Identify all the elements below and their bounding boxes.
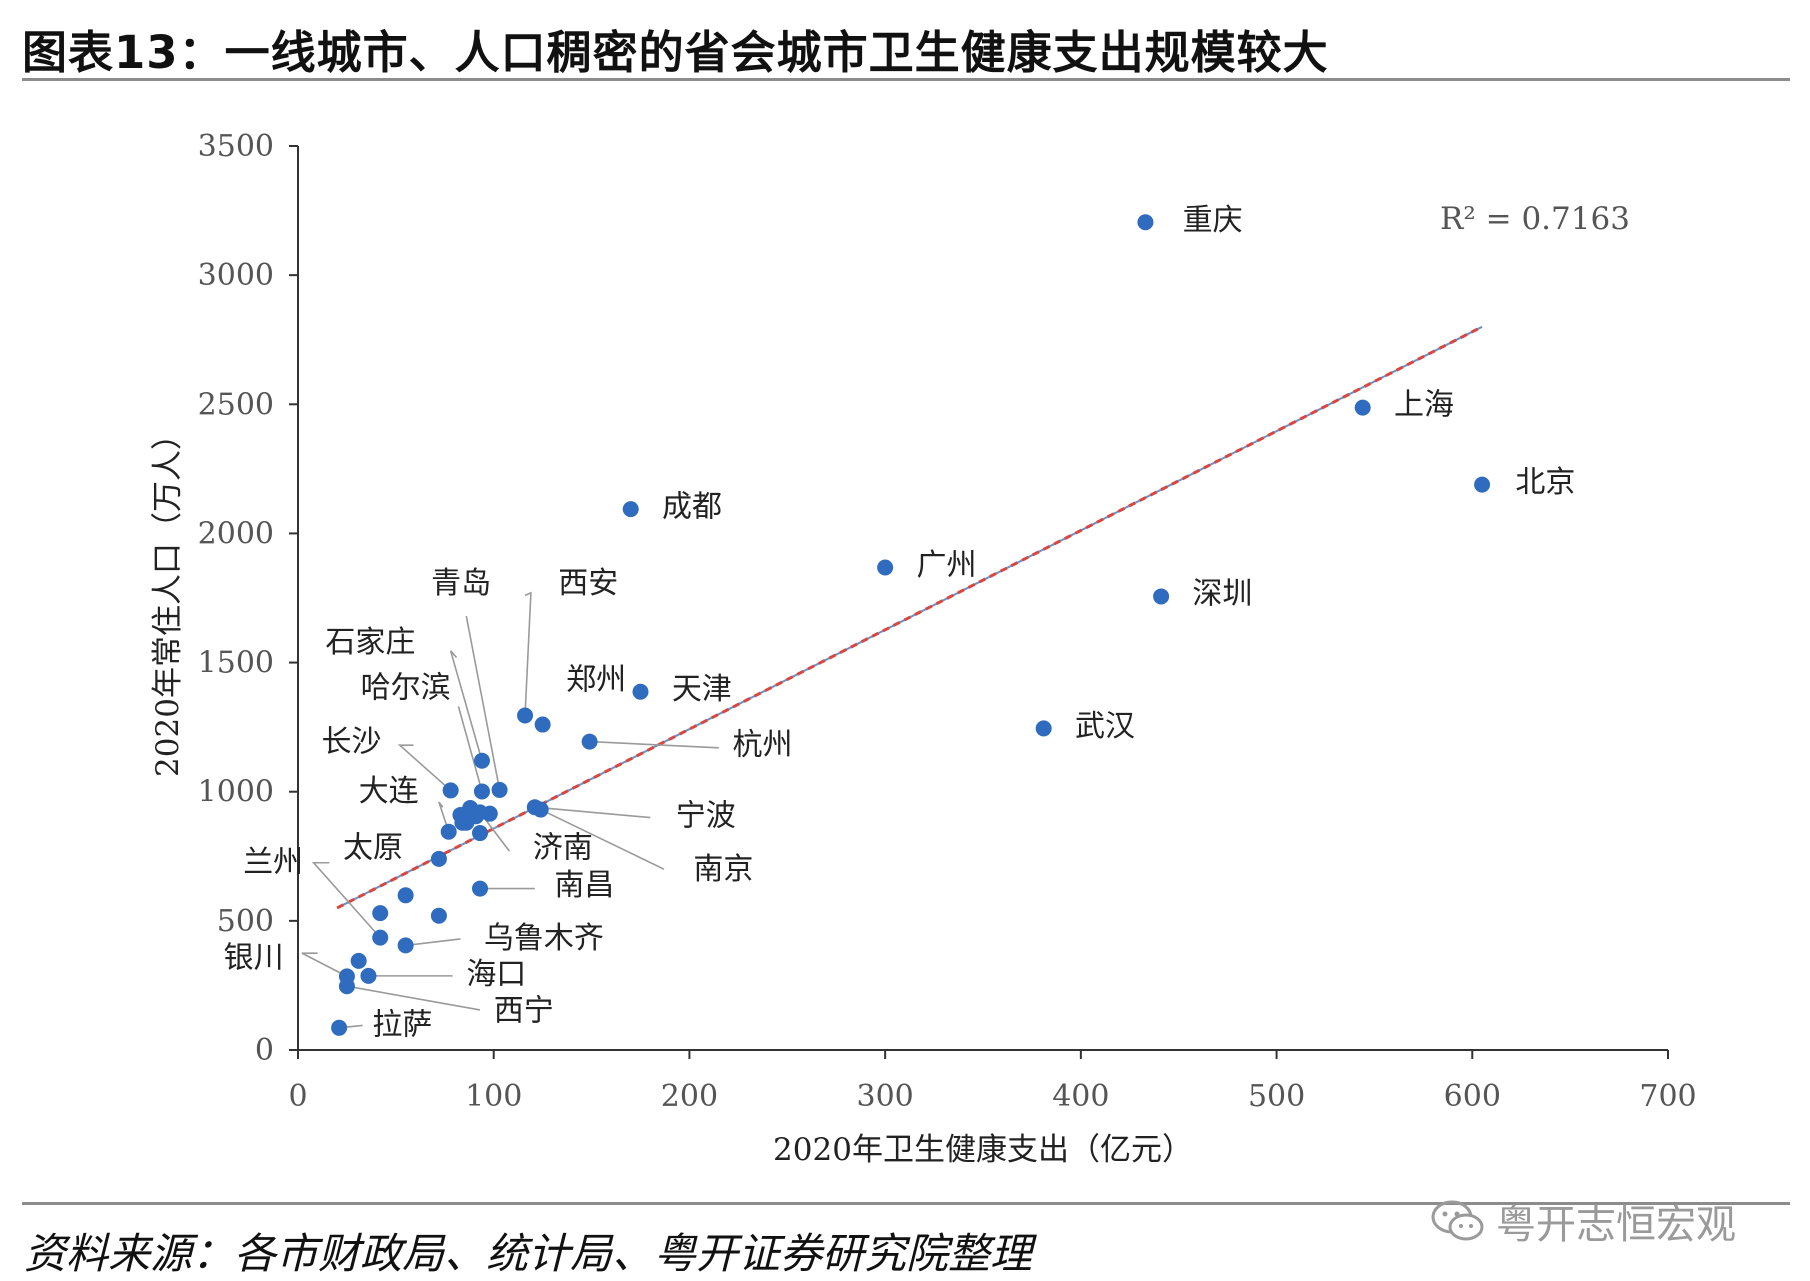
data-point xyxy=(532,801,549,818)
leader-line xyxy=(301,952,348,978)
data-point xyxy=(517,707,534,724)
data-point xyxy=(1137,214,1154,231)
data-point xyxy=(372,905,389,922)
data-point xyxy=(581,733,598,750)
watermark: 粤开志恒宏观 xyxy=(1430,1192,1736,1250)
y-tick-label: 2000 xyxy=(198,516,274,551)
leader-line xyxy=(465,615,501,791)
point-label: 哈尔滨 xyxy=(361,670,451,705)
point-label: 青岛 xyxy=(431,566,491,601)
x-tick-label: 0 xyxy=(288,1079,307,1114)
x-tick-label: 700 xyxy=(1639,1079,1696,1114)
scatter-chart: 0 500 1000 1500 2000 2500 3000 3500 0 100 200 300 40… xyxy=(150,129,1697,1168)
point-label: 南昌 xyxy=(554,868,614,903)
data-point xyxy=(622,501,639,518)
data-point xyxy=(877,559,894,576)
data-point xyxy=(1474,476,1491,493)
x-tick-label: 500 xyxy=(1248,1079,1305,1114)
point-label: 济南 xyxy=(533,831,593,866)
point-label: 广州 xyxy=(916,548,976,583)
point-label: 深圳 xyxy=(1192,577,1252,612)
leader-line xyxy=(311,861,381,939)
y-tick-label: 1000 xyxy=(198,775,274,810)
data-point xyxy=(360,967,377,984)
leader-line xyxy=(438,801,450,832)
data-point xyxy=(491,781,508,798)
x-axis-title: 2020年卫生健康支出（亿元） xyxy=(773,1132,1193,1168)
data-point xyxy=(372,929,389,946)
data-point xyxy=(534,716,551,733)
x-tick-label: 400 xyxy=(1052,1079,1109,1114)
point-label: 重庆 xyxy=(1183,203,1243,238)
point-label: 上海 xyxy=(1394,388,1454,423)
data-point xyxy=(440,823,457,840)
trendline xyxy=(336,325,1483,910)
leader-line xyxy=(449,650,483,761)
source-note: 资料来源：各市财政局、统计局、粤开证券研究院整理 xyxy=(24,1229,1033,1278)
source-divider xyxy=(22,1202,1790,1205)
data-point xyxy=(331,1019,348,1036)
y-tick-label: 3000 xyxy=(198,258,274,293)
data-point xyxy=(468,808,485,825)
point-label: 长沙 xyxy=(321,725,381,760)
data-point xyxy=(338,968,355,985)
x-tick-label: 600 xyxy=(1444,1079,1501,1114)
leader-line xyxy=(524,591,532,716)
point-label: 杭州 xyxy=(732,727,792,762)
point-label: 天津 xyxy=(672,672,732,707)
data-point xyxy=(632,683,649,700)
y-tick-label: 1500 xyxy=(198,646,274,681)
point-label: 海口 xyxy=(466,957,526,992)
y-tick-label: 2500 xyxy=(198,387,274,422)
watermark-text: 粤开志恒宏观 xyxy=(1496,1202,1736,1248)
point-label: 石家庄 xyxy=(325,625,415,660)
data-point xyxy=(397,937,414,954)
data-point xyxy=(473,752,490,769)
data-point xyxy=(397,887,414,904)
data-point xyxy=(472,825,489,842)
leader-line xyxy=(405,938,461,947)
data-point xyxy=(1153,588,1170,605)
data-point xyxy=(1354,399,1371,416)
leader-line xyxy=(346,985,481,1011)
data-point xyxy=(481,805,498,822)
data-point xyxy=(1035,720,1052,737)
data-point xyxy=(430,907,447,924)
y-axis-title: 2020年常住人口（万人） xyxy=(150,419,186,777)
point-label: 武汉 xyxy=(1075,709,1135,744)
point-label: 兰州 xyxy=(243,845,303,880)
point-label: 银川 xyxy=(224,940,284,975)
data-point xyxy=(472,880,489,897)
leader-line xyxy=(540,808,665,870)
point-label: 北京 xyxy=(1515,465,1575,500)
point-label: 大连 xyxy=(359,774,419,809)
point-label: 太原 xyxy=(343,831,403,866)
wechat-icon xyxy=(1431,1200,1484,1241)
data-point xyxy=(442,782,459,799)
x-tick-label: 100 xyxy=(465,1079,522,1114)
leader-line xyxy=(457,706,483,792)
y-tick-label: 3500 xyxy=(198,129,274,164)
point-label: 南京 xyxy=(693,852,753,887)
point-label: 郑州 xyxy=(566,663,626,698)
point-label: 宁波 xyxy=(676,798,736,833)
page-title: 图表13：一线城市、人口稠密的省会城市卫生健康支出规模较大 xyxy=(22,26,1329,79)
x-tick-label: 200 xyxy=(661,1079,718,1114)
data-point xyxy=(473,783,490,800)
data-point xyxy=(350,952,367,969)
leader-line xyxy=(397,744,452,792)
y-tick-label: 0 xyxy=(255,1033,274,1068)
point-label: 成都 xyxy=(662,490,722,525)
point-label: 西宁 xyxy=(494,993,554,1028)
point-label: 西安 xyxy=(558,566,618,601)
x-tick-label: 300 xyxy=(857,1079,914,1114)
r-squared-label: R² = 0.7163 xyxy=(1440,201,1630,237)
point-label: 乌鲁木齐 xyxy=(484,921,604,956)
title-divider xyxy=(22,78,1790,81)
leader-line xyxy=(589,740,719,749)
data-point xyxy=(430,850,447,867)
y-tick-label: 500 xyxy=(217,904,274,939)
leader-line xyxy=(534,806,651,819)
point-label: 拉萨 xyxy=(372,1008,432,1043)
